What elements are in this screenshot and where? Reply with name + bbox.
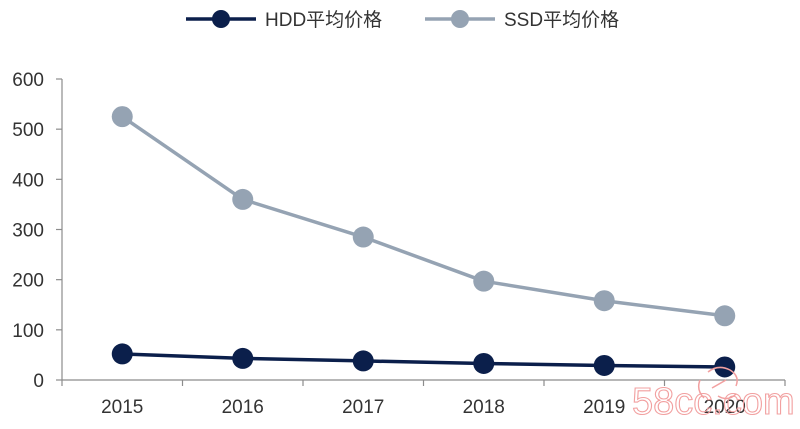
data-point xyxy=(352,350,374,372)
legend-label: HDD平均价格 xyxy=(265,9,382,31)
data-point xyxy=(593,290,615,312)
legend-swatch-marker xyxy=(451,10,469,28)
x-tick-label: 2016 xyxy=(222,397,264,418)
x-tick-label: 2017 xyxy=(342,397,384,418)
legend-item: SSD平均价格 xyxy=(425,9,619,31)
data-point xyxy=(473,270,495,292)
data-point xyxy=(232,347,254,369)
watermark-logo-icon xyxy=(697,366,738,400)
data-point xyxy=(714,305,736,327)
series-0 xyxy=(111,343,736,378)
y-axis: 0 100 200 300 400 500 600 xyxy=(12,70,63,392)
y-tick-label: 500 xyxy=(12,120,44,141)
y-tick-label: 100 xyxy=(12,321,44,342)
x-axis: 2015 2016 2017 2018 2019 2020 xyxy=(61,379,786,418)
data-point xyxy=(232,188,254,210)
data-point xyxy=(111,106,133,128)
y-tick-label: 400 xyxy=(12,170,44,191)
y-tick-label: 600 xyxy=(12,70,44,91)
x-tick-label: 2015 xyxy=(101,397,143,418)
series-1 xyxy=(111,106,736,327)
x-tick-label: 2019 xyxy=(583,397,625,418)
series-line xyxy=(121,115,725,318)
y-tick-label: 300 xyxy=(12,221,44,242)
y-tick-label: 200 xyxy=(12,271,44,292)
y-tick-label: 0 xyxy=(33,371,44,392)
x-tick-label: 2018 xyxy=(463,397,505,418)
legend-item: HDD平均价格 xyxy=(186,9,382,31)
data-point xyxy=(352,226,374,248)
data-point xyxy=(714,356,736,378)
legend-label: SSD平均价格 xyxy=(504,9,619,31)
data-point xyxy=(593,354,615,376)
series-layer xyxy=(111,106,736,378)
legend: HDD平均价格 SSD平均价格 xyxy=(186,9,619,31)
legend-swatch-marker xyxy=(212,10,230,28)
watermark: 58cc.com xyxy=(631,366,795,424)
series-line xyxy=(122,352,725,369)
data-point xyxy=(111,343,133,365)
x-tick-label: 2020 xyxy=(704,397,746,418)
data-point xyxy=(473,352,495,374)
